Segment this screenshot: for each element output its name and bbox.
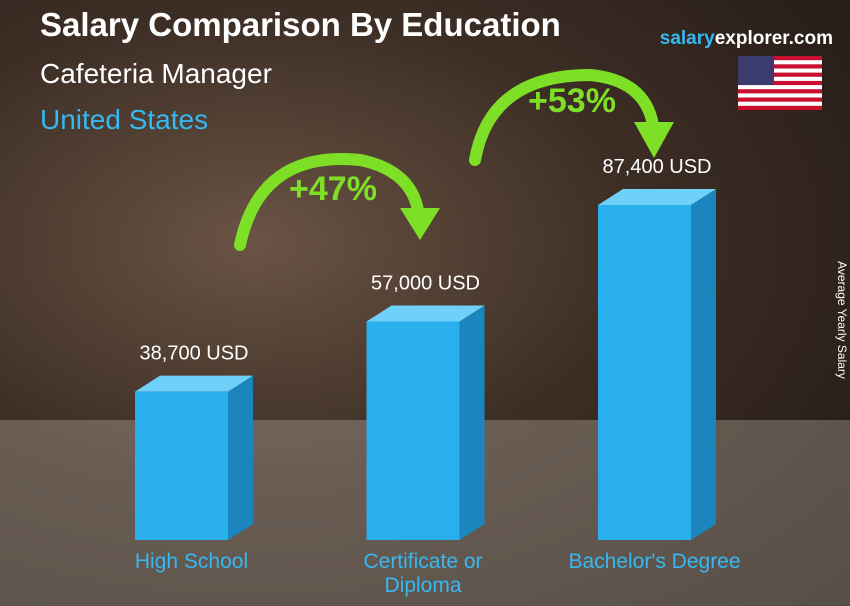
arrow-head xyxy=(634,122,674,158)
bar xyxy=(598,205,691,540)
value-label: 57,000 USD xyxy=(371,273,480,295)
bar-side xyxy=(459,305,485,540)
x-tick-label: High School xyxy=(134,550,249,573)
arrow-2 xyxy=(469,68,659,166)
annotation: +47% xyxy=(289,170,377,208)
brand-part: explorer.com xyxy=(715,28,833,49)
flag xyxy=(738,56,822,110)
bar-side xyxy=(228,375,253,540)
annotation: +53% xyxy=(528,82,616,120)
location: United States xyxy=(40,104,208,135)
value-label: 38,700 USD xyxy=(140,343,249,365)
chart-title: Salary Comparison By Education xyxy=(40,6,561,43)
arrow-1 xyxy=(234,153,424,251)
y-axis-label: Average Yearly Salary xyxy=(835,261,849,379)
bar-top xyxy=(135,375,253,392)
bar-top xyxy=(366,305,485,322)
chart-subtitle: Cafeteria Manager xyxy=(40,58,272,89)
bar xyxy=(135,391,228,540)
bar xyxy=(366,321,460,540)
arrow-head xyxy=(400,208,440,240)
bar-side xyxy=(691,189,716,540)
value-label: 87,400 USD xyxy=(603,156,712,178)
brand-part: salary xyxy=(660,28,715,49)
brand: salaryexplorer.com xyxy=(660,28,833,49)
bar-top xyxy=(598,189,716,205)
x-tick-label: Bachelor's Degree xyxy=(568,550,741,573)
x-tick-label: Certificate or Diploma xyxy=(363,550,483,597)
